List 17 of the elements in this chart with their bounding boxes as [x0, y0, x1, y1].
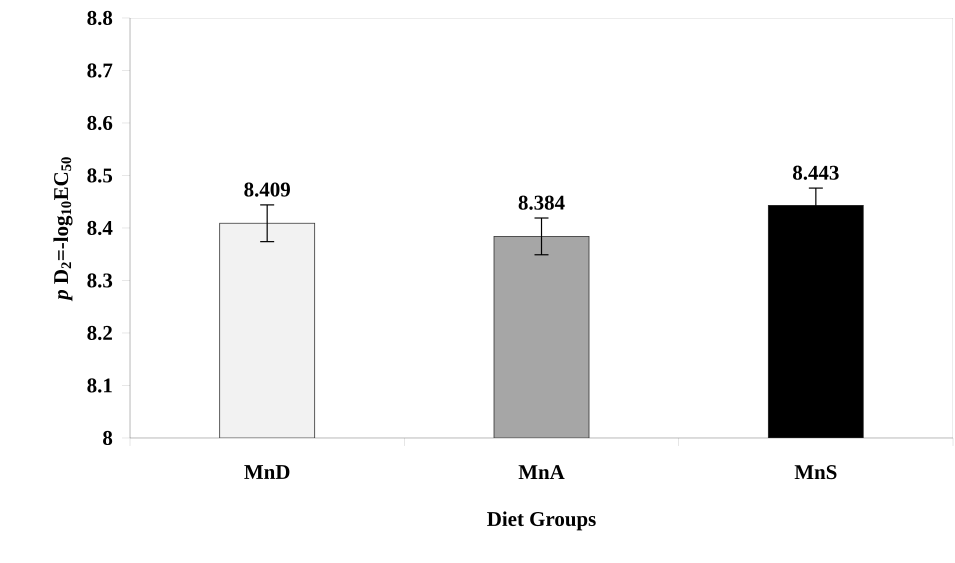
x-tick-label: MnA [518, 465, 565, 479]
x-axis-title: Diet Groups [487, 511, 596, 530]
y-tick-label: 8.3 [87, 273, 112, 288]
y-tick-label: 8 [103, 430, 112, 446]
y-tick-label: 8.5 [87, 168, 112, 183]
y-tick-label: 8.2 [87, 326, 112, 340]
y-tick-label: 8.8 [87, 10, 112, 26]
y-tick-label: 8.6 [87, 116, 112, 130]
data-label: 8.409 [244, 182, 290, 197]
y-axis-title: p D$_{2}$=-log$_{10}$EC$_{50}$ [53, 157, 73, 302]
y-tick-label: 8.7 [87, 63, 112, 78]
y-tick-label: 8.1 [87, 378, 112, 393]
x-tick-label: MnS [794, 465, 836, 480]
data-label: 8.384 [518, 196, 565, 210]
x-tick-label: MnD [244, 465, 290, 479]
y-tick-label: 8.4 [87, 220, 112, 236]
data-label: 8.443 [792, 166, 839, 180]
